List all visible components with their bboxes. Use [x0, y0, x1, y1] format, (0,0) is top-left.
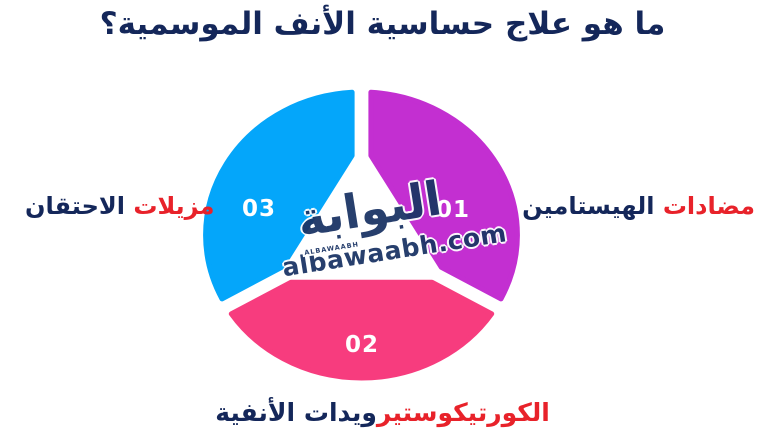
segment-number-01: 01	[435, 197, 471, 223]
pie-segment-03	[203, 89, 355, 302]
page-title: ما هو علاج حساسية الأنف الموسمية؟	[99, 6, 666, 42]
label-antihistamines-navy: الهيستامين	[522, 192, 655, 220]
label-antihistamines: مضادات الهيستامين	[522, 192, 755, 220]
label-nasal-corticosteroids: الكورتيكوستيرويدات الأنفية	[0, 398, 765, 427]
label-decongestants-red: مزيلات	[133, 192, 215, 220]
label-antihistamines-red: مضادات	[662, 192, 755, 220]
pie-segment-01	[368, 89, 520, 302]
pie-segment-02	[228, 279, 495, 381]
label-nasal-corticosteroids-navy: ويدات الأنفية	[215, 398, 377, 427]
label-decongestants: مزيلات الاحتقان	[25, 192, 214, 220]
label-decongestants-navy: الاحتقان	[25, 192, 125, 220]
label-nasal-corticosteroids-red: الكورتيكوستير	[376, 398, 550, 427]
segment-number-03: 03	[241, 196, 277, 222]
segment-number-02: 02	[344, 332, 380, 358]
